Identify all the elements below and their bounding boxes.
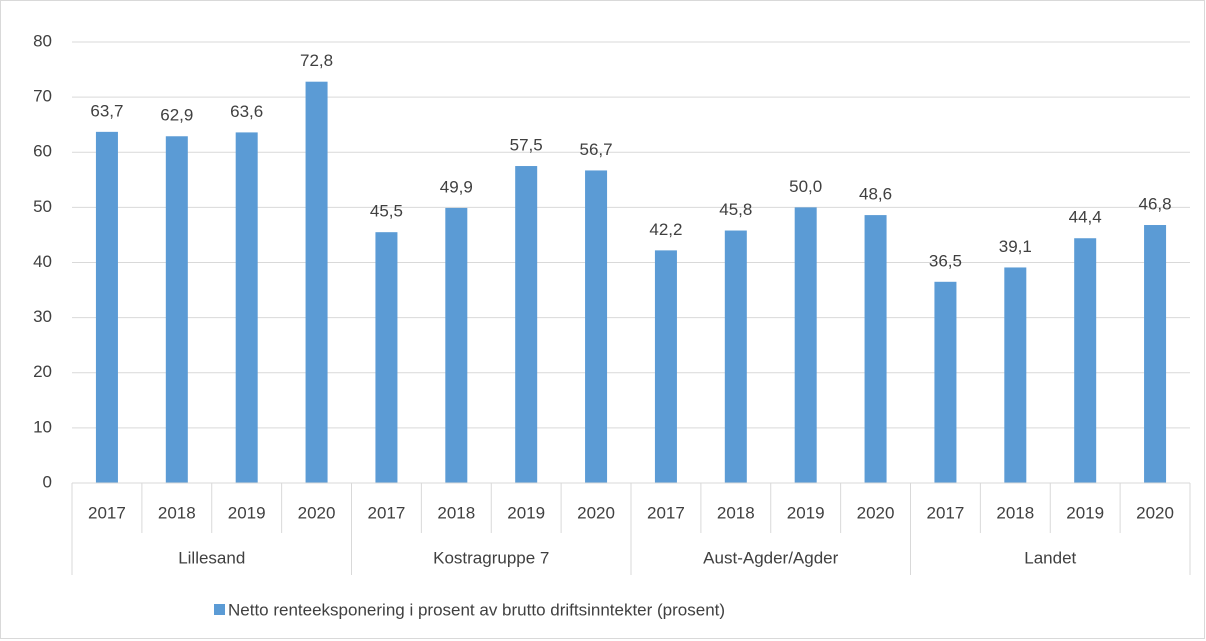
group-label: Kostragruppe 7: [433, 548, 549, 567]
data-label: 50,0: [789, 177, 822, 196]
data-label: 46,8: [1139, 194, 1172, 213]
y-tick-label: 20: [33, 362, 52, 381]
data-label: 56,7: [580, 140, 613, 159]
data-label: 42,2: [649, 220, 682, 239]
x-tick-label: 2017: [368, 503, 406, 522]
x-tick-label: 2018: [437, 503, 475, 522]
x-tick-label: 2019: [1066, 503, 1104, 522]
x-tick-label: 2019: [228, 503, 266, 522]
bar: [305, 81, 328, 483]
x-tick-label: 2017: [88, 503, 126, 522]
y-tick-label: 0: [43, 472, 52, 491]
bar: [445, 207, 468, 483]
bar: [235, 132, 258, 483]
bar: [1004, 267, 1027, 483]
data-label: 48,6: [859, 185, 892, 204]
x-tick-label: 2020: [577, 503, 615, 522]
group-label: Landet: [1024, 548, 1076, 567]
x-tick-label: 2019: [787, 503, 825, 522]
y-tick-label: 50: [33, 197, 52, 216]
y-tick-label: 10: [33, 417, 52, 436]
x-tick-label: 2019: [507, 503, 545, 522]
group-label: Lillesand: [178, 548, 245, 567]
data-label: 39,1: [999, 237, 1032, 256]
bar: [1074, 238, 1097, 483]
data-label: 62,9: [160, 106, 193, 125]
data-label: 72,8: [300, 51, 333, 70]
data-label: 63,6: [230, 102, 263, 121]
x-tick-label: 2020: [298, 503, 336, 522]
y-tick-label: 70: [33, 87, 52, 106]
bar: [375, 232, 398, 483]
legend-label: Netto renteeksponering i prosent av brut…: [228, 600, 725, 619]
bar: [95, 131, 118, 483]
data-label: 36,5: [929, 251, 962, 270]
data-label: 49,9: [440, 177, 473, 196]
x-tick-label: 2020: [1136, 503, 1174, 522]
bar: [724, 230, 747, 483]
x-tick-label: 2018: [158, 503, 196, 522]
x-tick-label: 2018: [717, 503, 755, 522]
x-tick-label: 2018: [996, 503, 1034, 522]
x-tick-label: 2020: [857, 503, 895, 522]
bar: [515, 166, 538, 483]
bar: [794, 207, 817, 483]
y-tick-label: 60: [33, 142, 52, 161]
data-label: 45,5: [370, 202, 403, 221]
legend-swatch: [214, 604, 225, 615]
data-label: 63,7: [90, 101, 123, 120]
bar: [654, 250, 677, 483]
bar: [165, 136, 188, 484]
data-label: 45,8: [719, 200, 752, 219]
y-tick-label: 30: [33, 307, 52, 326]
data-label: 44,4: [1069, 208, 1102, 227]
y-tick-label: 40: [33, 252, 52, 271]
group-label: Aust-Agder/Agder: [703, 548, 838, 567]
bar: [864, 215, 887, 483]
bar: [1144, 225, 1167, 483]
data-label: 57,5: [510, 136, 543, 155]
bar: [934, 281, 957, 483]
x-tick-label: 2017: [647, 503, 685, 522]
y-tick-label: 80: [33, 31, 52, 50]
x-tick-label: 2017: [927, 503, 965, 522]
bar: [585, 170, 608, 483]
